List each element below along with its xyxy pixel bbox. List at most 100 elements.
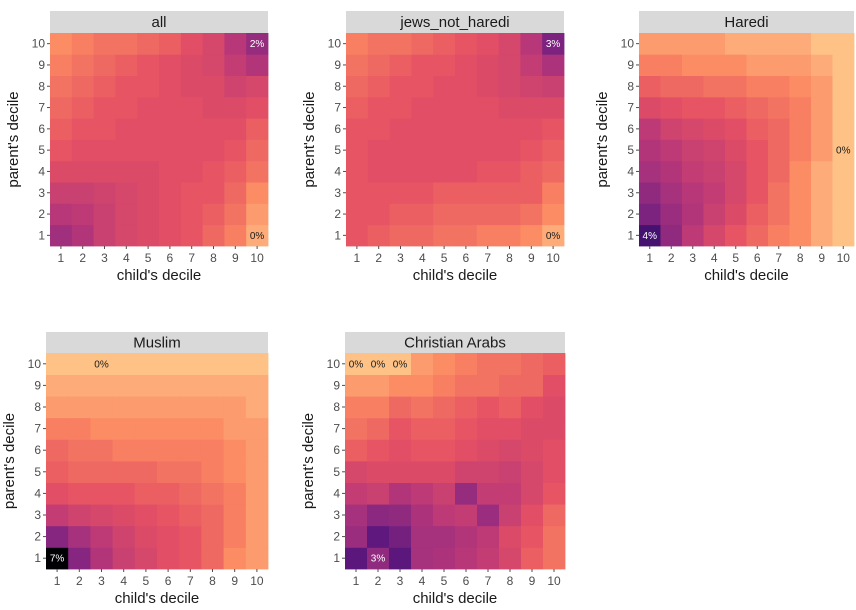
heatmap-cell [703, 118, 726, 140]
heatmap-cell [245, 461, 269, 483]
heatmap-cell [223, 417, 247, 440]
heatmap-cell [93, 160, 116, 183]
heatmap-cell [71, 160, 94, 183]
heatmap-cell [346, 75, 369, 98]
heatmap-cell [50, 160, 73, 183]
x-tick-label: 8 [506, 251, 513, 265]
heatmap-cell [499, 461, 522, 483]
heatmap-cell [499, 547, 522, 570]
y-tick-label: 3 [627, 186, 634, 200]
cell-label: 0% [546, 231, 561, 242]
heatmap-cell [367, 75, 390, 98]
heatmap-cell [832, 96, 855, 119]
heatmap-cell [389, 33, 412, 55]
heatmap-cell [411, 182, 434, 204]
y-tick-label: 1 [333, 551, 340, 565]
heatmap-cell [411, 139, 434, 162]
heatmap-cell [768, 54, 790, 76]
heatmap-cell [201, 547, 224, 570]
heatmap-cell [433, 439, 456, 462]
heatmap-cell [90, 482, 113, 505]
heatmap-cell [543, 396, 566, 419]
heatmap-cell [202, 160, 225, 183]
heatmap-cell [224, 96, 247, 119]
heatmap-cell [46, 374, 69, 397]
heatmap-cell [433, 353, 456, 375]
heatmap-cell [639, 160, 661, 183]
y-tick-label: 5 [334, 143, 341, 157]
heatmap-cell [345, 417, 368, 440]
heatmap-cell [115, 33, 138, 55]
x-tick-label: 10 [546, 251, 560, 265]
heatmap-cell [179, 353, 202, 375]
heatmap-cell [224, 139, 247, 162]
x-axis-title: child's decile [413, 590, 498, 607]
heatmap-cell [159, 54, 182, 76]
heatmap-cell [746, 54, 769, 76]
heatmap-cell [543, 461, 566, 483]
heatmap-cell [345, 439, 368, 462]
heatmap-cell [223, 374, 247, 397]
heatmap-cell [367, 439, 390, 462]
heatmap-cell [71, 33, 94, 55]
heatmap-cell [498, 96, 521, 119]
heatmap-cell [389, 547, 412, 570]
heatmap-cell [71, 54, 94, 76]
heatmap-cell [789, 96, 812, 119]
heatmap-cell [433, 54, 456, 76]
heatmap-cell [746, 96, 769, 119]
heatmap-cell [202, 182, 225, 204]
heatmap-cell [246, 54, 269, 76]
heatmap-cell [682, 182, 704, 204]
heatmap-cell [789, 54, 812, 76]
heatmap-cell [93, 33, 116, 55]
y-tick-label: 7 [34, 422, 41, 436]
y-tick-label: 5 [333, 465, 340, 479]
heatmap-cell [201, 482, 224, 505]
heatmap-cell [134, 374, 158, 397]
heatmap-cell [137, 224, 160, 247]
heatmap-cell [520, 33, 543, 55]
heatmap-cell [367, 374, 390, 397]
cell-label: 0% [349, 359, 364, 370]
x-tick-label: 1 [58, 251, 65, 265]
heatmap-cell [180, 118, 203, 140]
x-tick-label: 3 [689, 251, 696, 265]
heatmap-cell [389, 96, 412, 119]
y-tick-label: 9 [34, 378, 41, 392]
heatmap-cell [137, 33, 160, 55]
heatmap-cell [639, 224, 661, 247]
heatmap-cell [455, 182, 478, 204]
heatmap-cell [367, 182, 390, 204]
x-tick-label: 6 [463, 574, 470, 588]
heatmap-cell [411, 96, 434, 119]
heatmap-cell [245, 374, 269, 397]
heatmap-cell [389, 374, 412, 397]
heatmap-cell [498, 224, 521, 247]
y-tick-label: 6 [34, 443, 41, 457]
heatmap-cell [660, 203, 683, 226]
heatmap-cell [179, 504, 202, 527]
heatmap-cell [725, 182, 747, 204]
heatmap-cell [134, 417, 158, 440]
heatmap-cell [543, 439, 566, 462]
heatmap-cell [811, 203, 833, 226]
heatmap-cell [543, 482, 566, 505]
heatmap-cell [50, 33, 73, 55]
heatmap-cell [246, 160, 269, 183]
y-tick-label: 2 [38, 207, 45, 221]
heatmap-cell [179, 547, 202, 570]
heatmap-cell [832, 224, 855, 247]
heatmap-cell [498, 139, 521, 162]
heatmap-cell [543, 374, 566, 397]
x-tick-label: 3 [397, 574, 404, 588]
heatmap-cell [159, 33, 182, 55]
heatmap-cell [746, 118, 769, 140]
heatmap-cell [345, 353, 368, 375]
y-tick-label: 9 [333, 378, 340, 392]
heatmap-cell [345, 482, 368, 505]
y-tick-label: 4 [334, 164, 341, 178]
heatmap-cell [832, 118, 855, 140]
heatmap-cell [832, 160, 855, 183]
